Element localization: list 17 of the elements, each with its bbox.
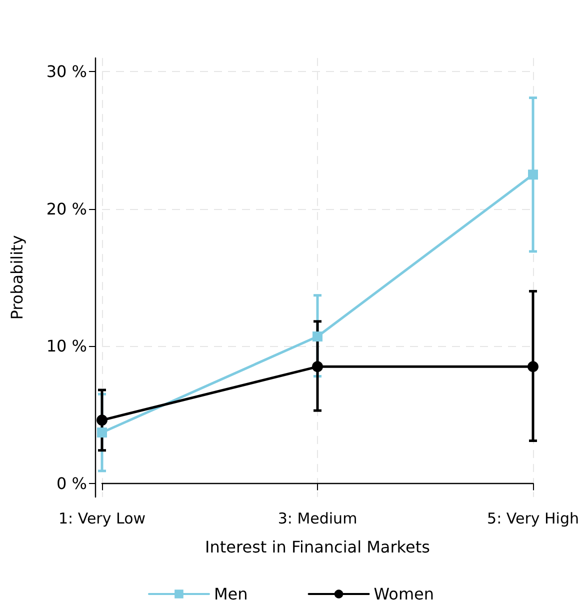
y-tick-label: 0 % bbox=[56, 474, 87, 493]
point bbox=[312, 361, 324, 372]
x-tick-label: 1: Very Low bbox=[58, 510, 146, 528]
legend-label: Men bbox=[214, 584, 248, 604]
point bbox=[96, 414, 108, 426]
y-tick-label: 20 % bbox=[46, 199, 87, 218]
x-tick-label: 5: Very High bbox=[487, 510, 580, 528]
legend-label: Women bbox=[374, 584, 434, 604]
y-tick-label: 10 % bbox=[46, 336, 87, 356]
x-axis-title: Interest in Financial Markets bbox=[205, 538, 430, 556]
y-axis-title: Probability bbox=[8, 235, 26, 320]
point bbox=[97, 428, 107, 438]
point bbox=[312, 331, 323, 342]
point bbox=[528, 361, 539, 372]
x-tick-label: 3: Medium bbox=[278, 510, 358, 528]
y-tick-label: 30 % bbox=[46, 62, 87, 82]
point bbox=[528, 170, 538, 180]
